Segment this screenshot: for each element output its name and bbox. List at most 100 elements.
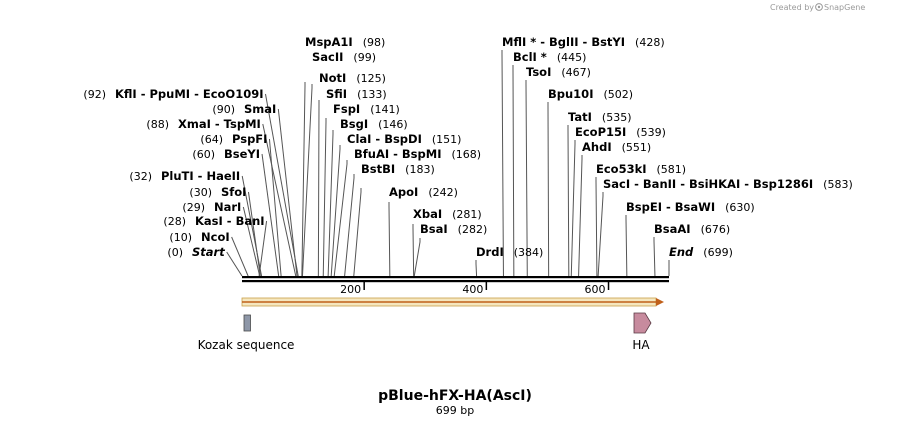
site-label: XbaI	[413, 207, 442, 221]
ruler-tick-label: 200	[340, 283, 361, 296]
site-lead-line	[242, 206, 261, 277]
site-position: (281)	[452, 208, 482, 221]
site-lead-line	[412, 224, 415, 277]
site-position: (630)	[725, 201, 755, 214]
site-label: MspA1I	[305, 35, 353, 49]
site-lead-line	[301, 84, 313, 277]
site-label: FspI	[333, 102, 360, 116]
site-position: (60)	[192, 148, 215, 161]
site-position: (29)	[182, 201, 205, 214]
site-lead-line	[353, 188, 362, 277]
site-label: XmaI - TspMI	[178, 117, 261, 131]
site-position: (10)	[169, 231, 192, 244]
site-label: PluTI - HaeII	[161, 169, 240, 183]
site-position: (30)	[189, 186, 212, 199]
site-label: Start	[192, 245, 225, 259]
orf-arrow	[241, 297, 664, 307]
site-label: BseYI	[224, 147, 260, 161]
map-title: pBlue-hFX-HA(AscI)	[378, 388, 532, 404]
site-lead-line	[268, 138, 282, 277]
site-label: AhdI	[582, 140, 612, 154]
site-label: NarI	[214, 200, 241, 214]
site-lead-line	[625, 215, 628, 277]
site-label: BspEI - BsaWI	[626, 200, 715, 214]
site-lead-line	[512, 65, 515, 277]
site-label: ClaI - BspDI	[347, 132, 422, 146]
site-label: EcoP15I	[575, 125, 626, 139]
site-label: NcoI	[201, 230, 230, 244]
site-lead-line	[226, 251, 243, 277]
site-lead-line	[595, 177, 598, 277]
site-position: (676)	[701, 223, 731, 236]
site-lead-line	[277, 108, 298, 277]
site-lead-line	[317, 100, 320, 277]
site-position: (384)	[514, 246, 544, 259]
site-lead-line	[388, 202, 391, 277]
site-position: (98)	[363, 36, 386, 49]
site-position: (28)	[163, 215, 186, 228]
site-lead-line	[570, 140, 576, 277]
site-position: (0)	[167, 246, 183, 259]
site-label: BstBI	[361, 162, 395, 176]
site-position: (64)	[200, 133, 223, 146]
site-position: (581)	[657, 163, 687, 176]
site-position: (183)	[405, 163, 435, 176]
snapgene-logo-icon	[815, 3, 823, 11]
ruler-tick-label: 600	[585, 283, 606, 296]
site-position: (32)	[129, 170, 152, 183]
site-lead-line	[262, 123, 297, 277]
site-label: Eco53kI	[596, 162, 647, 176]
site-lead-line	[475, 260, 478, 277]
site-position: (539)	[636, 126, 666, 139]
site-lead-line	[327, 130, 334, 277]
site-label: SfoI	[221, 185, 246, 199]
site-label: SacI - BanII - BsiHKAI - Bsp1286I	[603, 177, 813, 191]
site-lead-line	[567, 125, 570, 277]
site-lead-line	[344, 174, 355, 277]
site-lead-line	[653, 237, 656, 277]
site-position: (168)	[451, 148, 481, 161]
site-position: (583)	[823, 178, 853, 191]
site-label: End	[669, 245, 694, 259]
site-position: (699)	[703, 246, 733, 259]
site-lead-line	[231, 236, 249, 277]
ruler-ticks: 200 400 600	[340, 282, 610, 296]
site-lead-line	[547, 102, 550, 277]
site-lead-line	[301, 82, 306, 277]
sequence-line	[242, 276, 669, 283]
site-label: BclI *	[513, 50, 547, 64]
site-lead-line	[330, 145, 341, 277]
site-position: (146)	[378, 118, 408, 131]
site-position: (242)	[428, 186, 458, 199]
ha-arrow	[633, 312, 652, 334]
map-length: 699 bp	[436, 404, 474, 417]
kozak-sequence-label: Kozak sequence	[198, 338, 295, 352]
site-position: (535)	[602, 111, 632, 124]
site-lead-line	[258, 220, 268, 277]
site-lead-line	[247, 191, 261, 277]
site-label: KflI - PpuMI - EcoO109I	[115, 87, 263, 101]
site-label: PspFI	[232, 132, 267, 146]
site-lead-line	[261, 153, 280, 277]
site-lead-line	[597, 192, 604, 277]
site-label: TatI	[568, 110, 592, 124]
site-label: NotI	[319, 71, 346, 85]
site-lead-line	[525, 80, 528, 277]
site-position: (445)	[557, 51, 587, 64]
site-position: (467)	[561, 66, 591, 79]
site-position: (133)	[357, 88, 387, 101]
site-position: (99)	[353, 51, 376, 64]
site-position: (88)	[146, 118, 169, 131]
ruler-tick-label: 400	[462, 283, 483, 296]
site-position: (125)	[356, 72, 386, 85]
site-label: KasI - BanI	[195, 214, 265, 228]
site-label: DrdI	[476, 245, 504, 259]
site-position: (92)	[83, 88, 106, 101]
site-lead-line	[264, 93, 299, 277]
site-label: MflI * - BglII - BstYI	[502, 35, 625, 49]
site-label: SmaI	[244, 102, 276, 116]
site-label: BsaAI	[654, 222, 691, 236]
credit-text: Created by	[770, 3, 814, 12]
